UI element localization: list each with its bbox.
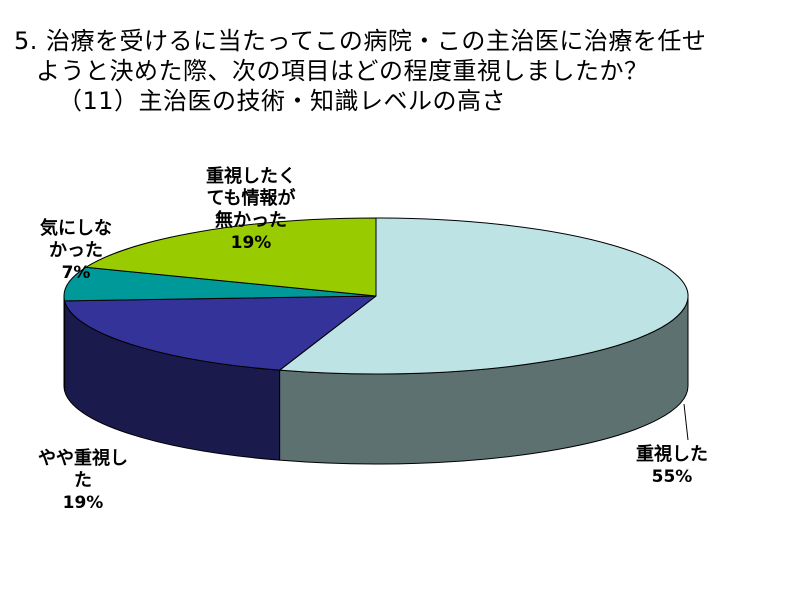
slice-percent: 55%	[651, 467, 693, 487]
slice-percent: 19%	[62, 493, 104, 513]
slice-label-text: 重視したく	[206, 166, 296, 187]
slice-3-top	[85, 217, 377, 297]
slice-2-side	[63, 295, 66, 392]
slice-2-top	[63, 266, 377, 302]
title-line-2: ようと決めた際、次の項目はどの程度重視しましたか？	[36, 57, 649, 85]
slice-label-text: 気にしな	[40, 218, 112, 239]
slice-label-text: た	[74, 470, 92, 491]
slice-label-text: ても情報が	[206, 188, 296, 209]
slice-label-text: 重視した	[636, 444, 708, 465]
pie-top-faces	[63, 217, 689, 375]
slice-label-juushi-shita: 重視した 55%	[636, 444, 708, 488]
slice-label-text: やや重視し	[38, 448, 128, 469]
slice-label-yaya-juushi-shita: やや重視し た 19%	[38, 448, 128, 514]
slice-0-leader-line	[683, 403, 689, 441]
slice-label-text: かった	[49, 240, 103, 261]
slice-0-top	[279, 217, 689, 375]
title-line-1: 5. 治療を受けるに当たってこの病院・この主治医に治療を任せ	[14, 27, 707, 55]
slice-label-jouhou-ga-nakatta: 重視したく ても情報が 無かった 19%	[206, 166, 296, 254]
slice-percent: 19%	[230, 233, 272, 253]
slice-label-text: 無かった	[215, 210, 287, 231]
slice-label-ki-ni-shinakatta: 気にしな かった 7%	[40, 218, 112, 284]
title-line-3: （11）主治医の技術・知識レベルの高さ	[58, 87, 507, 115]
chart-title: 5. 治療を受けるに当たってこの病院・この主治医に治療を任せ ようと決めた際、次…	[14, 26, 794, 116]
slice-1-top	[64, 295, 377, 371]
slice-percent: 7%	[61, 263, 91, 283]
